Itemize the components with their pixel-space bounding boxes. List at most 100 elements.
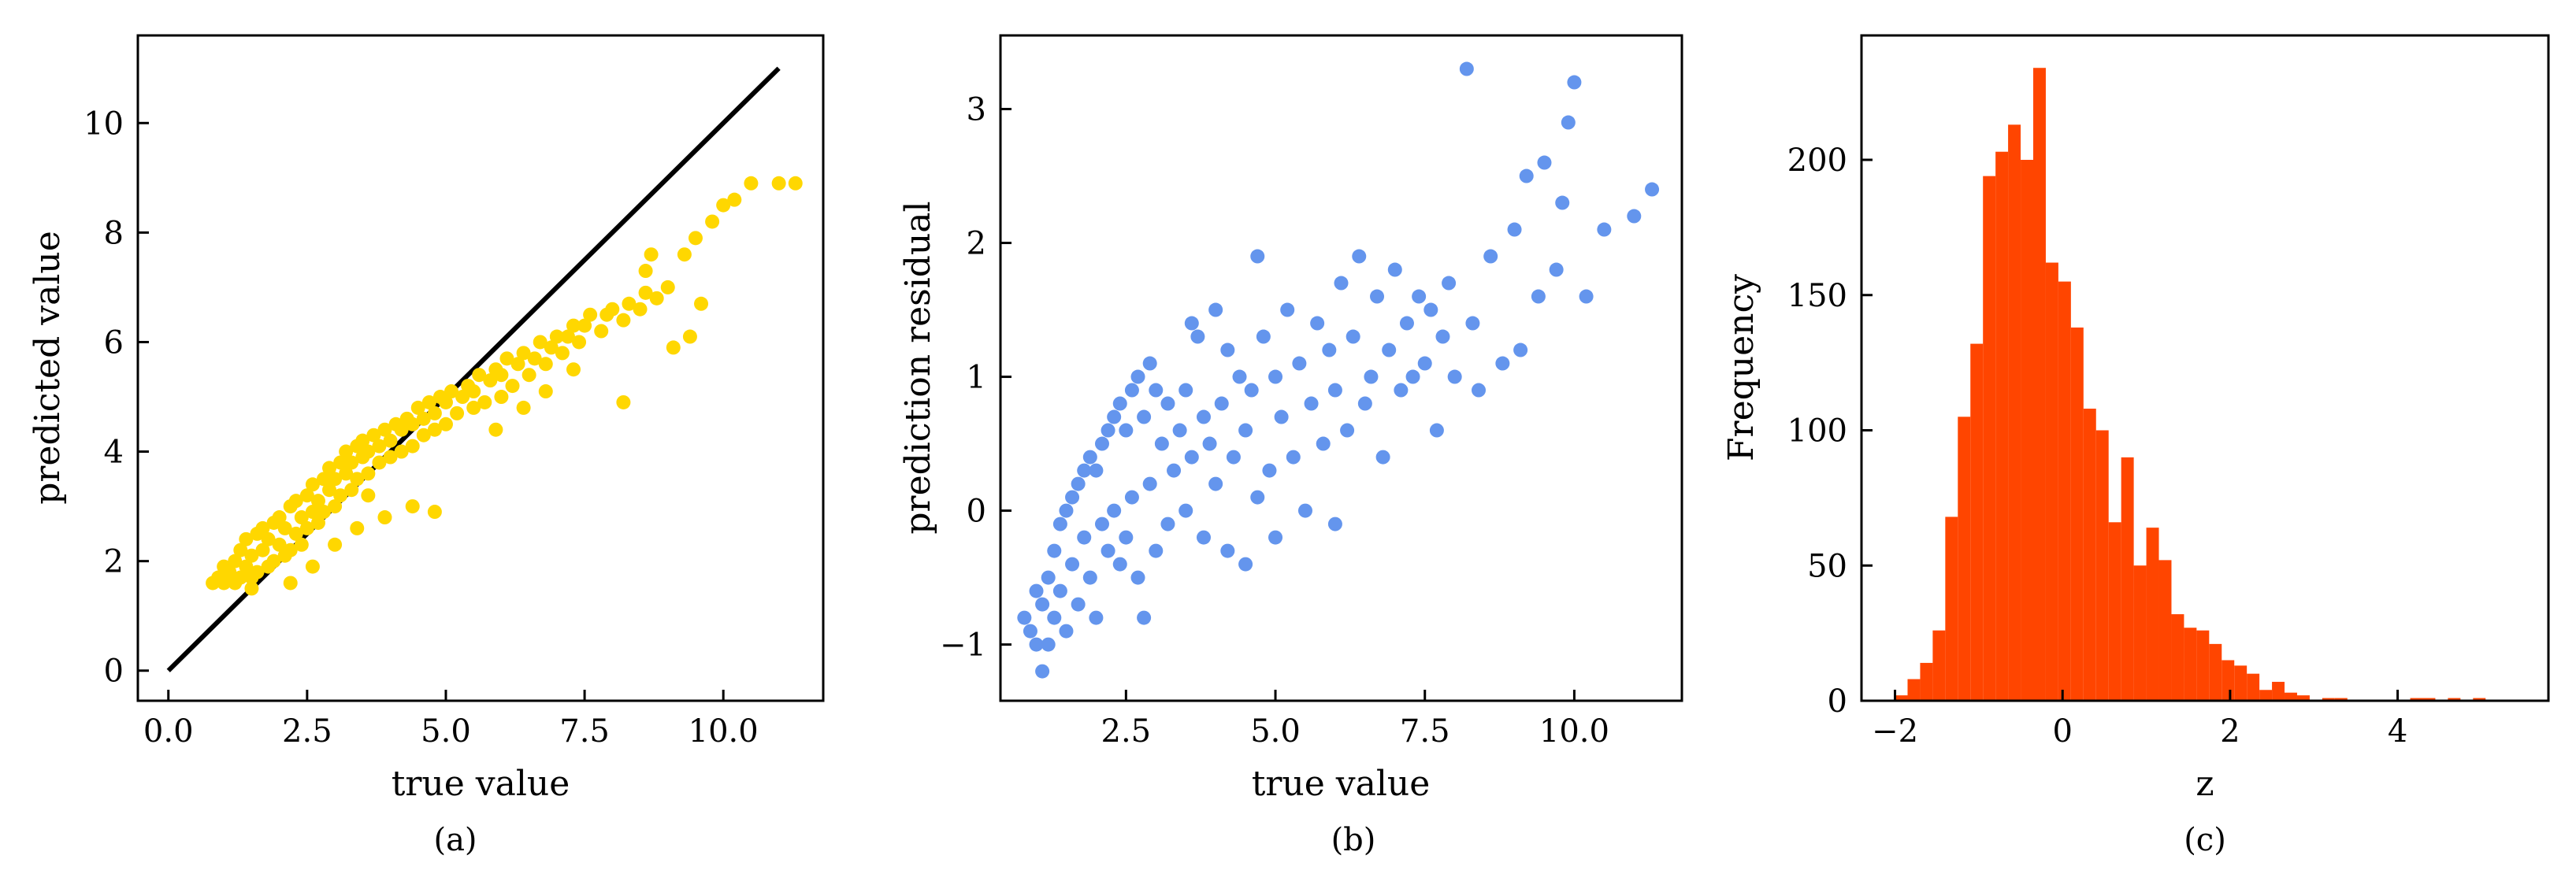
histogram-bar [1983,176,1996,701]
data-point [405,417,420,431]
y-tick-label: 2 [104,544,124,580]
data-point [372,455,387,470]
data-point [644,247,659,262]
data-point [677,247,692,262]
data-point [372,439,387,454]
data-point [466,400,481,415]
data-point [1412,289,1427,304]
data-point [450,405,465,420]
data-point [1417,356,1432,371]
data-point [1017,610,1032,625]
data-point [638,285,653,300]
data-point [383,433,398,448]
x-tick-label: 0.0 [143,713,194,750]
histogram-bar [2008,124,2021,702]
data-point [1429,423,1444,438]
data-point [1507,222,1522,237]
histogram-bars-c [1895,68,2486,702]
data-point [1435,329,1450,344]
data-point [682,329,697,344]
data-point [488,422,503,437]
histogram-bar [1932,630,1946,701]
reference-line [166,66,781,672]
data-point [727,192,742,207]
data-point [505,379,520,394]
y-tick-label: −1 [940,628,986,664]
histogram-bar [2045,262,2058,701]
data-point [310,494,325,509]
data-point [455,390,470,405]
data-point [283,576,298,591]
data-point [1179,503,1193,518]
data-point [538,357,553,372]
data-point [217,576,232,591]
data-point [605,302,620,317]
data-point [1052,583,1067,598]
data-point [1137,610,1152,625]
data-point [355,433,370,448]
data-point [405,439,420,454]
data-point [705,214,720,229]
caption-a: (a) [433,822,477,858]
x-tick-label: 4 [2388,713,2407,750]
histogram-bar [2209,643,2222,701]
ticks-c: −2 0 2 4 0 50 100 150 200 [1787,143,2408,750]
data-point [483,373,498,388]
y-tick-label: 2 [967,226,986,262]
y-tick-label: 8 [104,215,124,251]
data-point [1405,369,1420,384]
data-point [1316,436,1331,451]
y-tick-label: 1 [967,360,986,396]
data-point [1442,276,1457,291]
data-point [555,346,570,361]
data-point [272,510,287,525]
data-point [1065,557,1080,572]
data-point [1041,570,1056,585]
histogram-bar [2133,565,2147,701]
data-point [244,581,259,596]
data-point [1023,624,1037,639]
data-point [1304,396,1319,411]
y-tick-label: 6 [104,324,124,361]
data-point [1190,329,1205,344]
histogram-bar [1970,343,1984,701]
data-point [1256,329,1271,344]
data-point [1226,450,1241,465]
data-point [1334,276,1349,291]
data-point [1029,583,1044,598]
data-point [288,494,303,509]
data-point [1274,409,1289,424]
y-tick-label: 4 [104,435,124,471]
histogram-bar [2285,692,2297,701]
data-point [1495,356,1510,371]
data-point [322,461,337,476]
data-point [1322,343,1337,357]
data-point [616,313,631,328]
data-point [566,362,581,377]
data-point [1149,543,1164,558]
data-point [594,324,609,339]
data-point [416,411,431,426]
x-tick-label: 7.5 [1400,713,1450,750]
data-point [1047,543,1062,558]
histogram-bar [2171,614,2184,701]
data-point [1160,517,1175,531]
axes-frame-b [999,34,1683,702]
y-axis-label-a: predicted value [28,231,68,505]
histogram-bar [2259,690,2273,701]
data-point [1627,209,1642,224]
data-point [516,346,531,361]
x-tick-label: 2 [2220,713,2240,750]
data-point [272,537,287,552]
data-point [1196,530,1211,545]
data-point [377,510,392,525]
histogram-bar [2234,665,2248,701]
histogram-bar [2473,698,2486,701]
data-point [1340,423,1355,438]
data-point [383,450,398,465]
data-point [427,422,442,437]
data-point [1268,369,1283,384]
data-point [1052,517,1067,531]
data-point [410,400,425,415]
data-point [1035,597,1050,612]
